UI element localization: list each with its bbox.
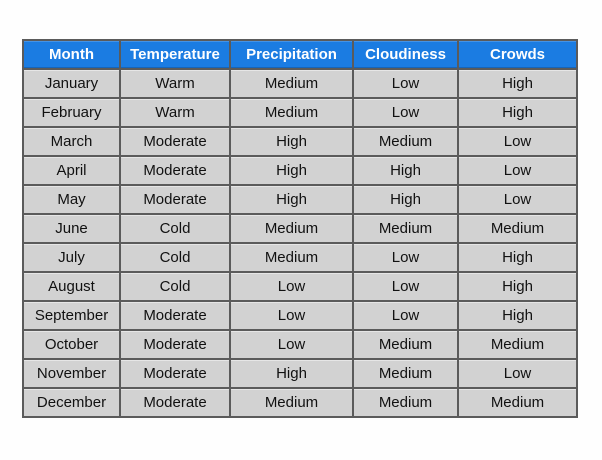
- cell-cloudiness: Medium: [352, 213, 459, 244]
- cell-precipitation: Low: [229, 300, 354, 331]
- cell-precipitation: Medium: [229, 213, 354, 244]
- months-conditions-table: Month Temperature Precipitation Cloudine…: [22, 39, 578, 418]
- cell-precipitation: High: [229, 126, 354, 157]
- cell-precipitation: High: [229, 358, 354, 389]
- table-row-july: July Cold Medium Low High: [22, 242, 578, 273]
- cell-cloudiness: Medium: [352, 387, 459, 418]
- cell-month: September: [22, 300, 121, 331]
- table-row-may: May Moderate High High Low: [22, 184, 578, 215]
- table-row-march: March Moderate High Medium Low: [22, 126, 578, 157]
- table-row-november: November Moderate High Medium Low: [22, 358, 578, 389]
- table-row-december: December Moderate Medium Medium Medium: [22, 387, 578, 418]
- column-header-temperature: Temperature: [119, 39, 231, 70]
- cell-temperature: Cold: [119, 242, 231, 273]
- cell-temperature: Moderate: [119, 126, 231, 157]
- cell-temperature: Warm: [119, 68, 231, 99]
- column-header-precipitation: Precipitation: [229, 39, 354, 70]
- column-header-crowds: Crowds: [457, 39, 578, 70]
- cell-month: August: [22, 271, 121, 302]
- cell-cloudiness: Low: [352, 242, 459, 273]
- cell-precipitation: High: [229, 155, 354, 186]
- cell-crowds: Low: [457, 126, 578, 157]
- cell-cloudiness: Medium: [352, 126, 459, 157]
- cell-month: February: [22, 97, 121, 128]
- header-row: Month Temperature Precipitation Cloudine…: [22, 39, 578, 70]
- cell-crowds: Low: [457, 184, 578, 215]
- cell-cloudiness: Low: [352, 68, 459, 99]
- cell-precipitation: Medium: [229, 387, 354, 418]
- cell-cloudiness: Low: [352, 271, 459, 302]
- cell-temperature: Cold: [119, 213, 231, 244]
- cell-cloudiness: Low: [352, 97, 459, 128]
- cell-crowds: Medium: [457, 329, 578, 360]
- cell-temperature: Moderate: [119, 300, 231, 331]
- cell-month: January: [22, 68, 121, 99]
- table-row-september: September Moderate Low Low High: [22, 300, 578, 331]
- cell-month: November: [22, 358, 121, 389]
- table-row-april: April Moderate High High Low: [22, 155, 578, 186]
- column-header-cloudiness: Cloudiness: [352, 39, 459, 70]
- cell-temperature: Moderate: [119, 155, 231, 186]
- cell-cloudiness: Medium: [352, 329, 459, 360]
- cell-crowds: High: [457, 271, 578, 302]
- cell-precipitation: Medium: [229, 242, 354, 273]
- cell-crowds: Medium: [457, 213, 578, 244]
- table-row-february: February Warm Medium Low High: [22, 97, 578, 128]
- cell-precipitation: Low: [229, 329, 354, 360]
- cell-crowds: High: [457, 97, 578, 128]
- cell-crowds: Low: [457, 155, 578, 186]
- cell-temperature: Cold: [119, 271, 231, 302]
- cell-cloudiness: High: [352, 184, 459, 215]
- table-row-august: August Cold Low Low High: [22, 271, 578, 302]
- cell-cloudiness: High: [352, 155, 459, 186]
- cell-cloudiness: Medium: [352, 358, 459, 389]
- cell-month: May: [22, 184, 121, 215]
- cell-crowds: High: [457, 68, 578, 99]
- cell-month: March: [22, 126, 121, 157]
- table-row-january: January Warm Medium Low High: [22, 68, 578, 99]
- cell-crowds: High: [457, 300, 578, 331]
- cell-temperature: Moderate: [119, 329, 231, 360]
- cell-temperature: Moderate: [119, 358, 231, 389]
- cell-month: July: [22, 242, 121, 273]
- cell-crowds: Low: [457, 358, 578, 389]
- cell-month: April: [22, 155, 121, 186]
- cell-crowds: Medium: [457, 387, 578, 418]
- cell-cloudiness: Low: [352, 300, 459, 331]
- months-conditions-table-container: Month Temperature Precipitation Cloudine…: [22, 39, 578, 418]
- cell-month: October: [22, 329, 121, 360]
- cell-temperature: Moderate: [119, 387, 231, 418]
- cell-month: December: [22, 387, 121, 418]
- table-row-june: June Cold Medium Medium Medium: [22, 213, 578, 244]
- cell-temperature: Warm: [119, 97, 231, 128]
- cell-temperature: Moderate: [119, 184, 231, 215]
- cell-month: June: [22, 213, 121, 244]
- column-header-month: Month: [22, 39, 121, 70]
- cell-precipitation: Medium: [229, 97, 354, 128]
- cell-precipitation: Medium: [229, 68, 354, 99]
- table-row-october: October Moderate Low Medium Medium: [22, 329, 578, 360]
- cell-crowds: High: [457, 242, 578, 273]
- cell-precipitation: Low: [229, 271, 354, 302]
- cell-precipitation: High: [229, 184, 354, 215]
